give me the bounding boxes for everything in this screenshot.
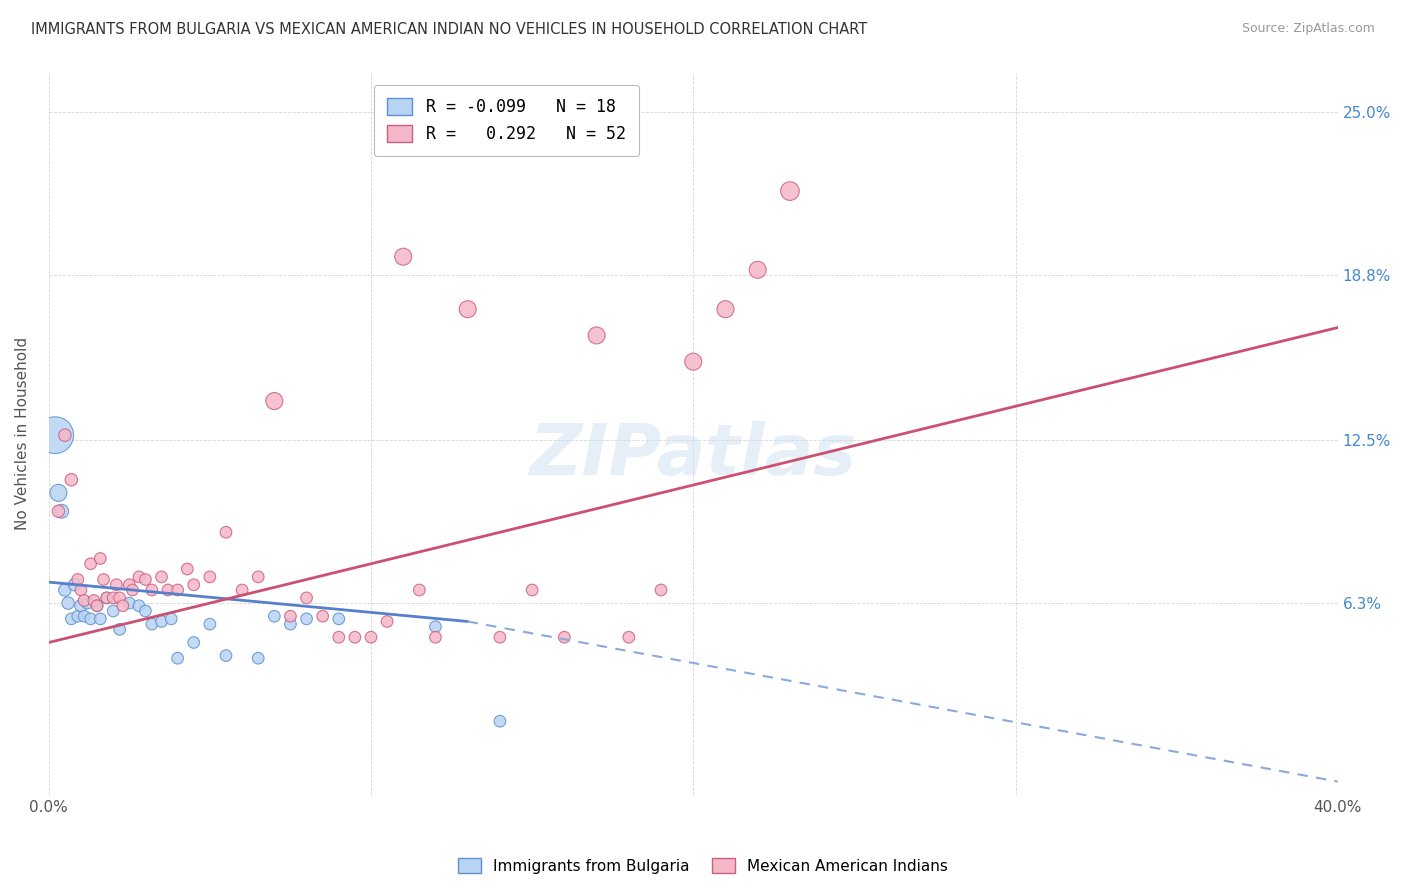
- Point: [103, 604, 125, 618]
- Point: [51, 504, 73, 518]
- Point: [247, 570, 270, 584]
- Point: [105, 578, 128, 592]
- Legend: Immigrants from Bulgaria, Mexican American Indians: Immigrants from Bulgaria, Mexican Americ…: [451, 852, 955, 880]
- Point: [215, 525, 238, 540]
- Point: [96, 591, 118, 605]
- Point: [156, 582, 179, 597]
- Point: [63, 578, 86, 592]
- Point: [48, 486, 70, 500]
- Point: [66, 573, 89, 587]
- Point: [86, 599, 108, 613]
- Point: [682, 354, 704, 368]
- Point: [134, 573, 156, 587]
- Point: [76, 596, 98, 610]
- Point: [48, 504, 70, 518]
- Point: [66, 609, 89, 624]
- Point: [128, 599, 150, 613]
- Point: [215, 648, 238, 663]
- Point: [53, 428, 76, 442]
- Point: [60, 612, 83, 626]
- Legend: R = -0.099   N = 18, R =   0.292   N = 52: R = -0.099 N = 18, R = 0.292 N = 52: [374, 85, 638, 156]
- Point: [118, 578, 141, 592]
- Point: [553, 630, 575, 644]
- Point: [280, 609, 302, 624]
- Point: [79, 557, 101, 571]
- Point: [60, 473, 83, 487]
- Point: [617, 630, 640, 644]
- Point: [489, 714, 512, 729]
- Point: [118, 596, 141, 610]
- Point: [150, 570, 173, 584]
- Point: [247, 651, 270, 665]
- Point: [779, 184, 801, 198]
- Point: [166, 651, 188, 665]
- Point: [56, 596, 79, 610]
- Point: [89, 551, 111, 566]
- Point: [73, 593, 96, 607]
- Point: [73, 609, 96, 624]
- Point: [183, 635, 205, 649]
- Point: [520, 582, 543, 597]
- Point: [425, 620, 447, 634]
- Point: [489, 630, 512, 644]
- Point: [198, 570, 221, 584]
- Point: [392, 250, 415, 264]
- Point: [141, 582, 163, 597]
- Point: [70, 599, 93, 613]
- Point: [103, 591, 125, 605]
- Point: [198, 617, 221, 632]
- Point: [176, 562, 198, 576]
- Point: [83, 593, 105, 607]
- Point: [160, 612, 183, 626]
- Point: [134, 604, 156, 618]
- Point: [121, 582, 143, 597]
- Point: [408, 582, 430, 597]
- Point: [311, 609, 333, 624]
- Point: [166, 582, 188, 597]
- Point: [141, 617, 163, 632]
- Point: [650, 582, 672, 597]
- Point: [585, 328, 607, 343]
- Point: [263, 609, 285, 624]
- Point: [86, 599, 108, 613]
- Point: [295, 591, 318, 605]
- Point: [714, 302, 737, 317]
- Point: [53, 582, 76, 597]
- Text: ZIPatlas: ZIPatlas: [530, 421, 856, 490]
- Text: Source: ZipAtlas.com: Source: ZipAtlas.com: [1241, 22, 1375, 36]
- Point: [457, 302, 479, 317]
- Point: [343, 630, 366, 644]
- Point: [89, 612, 111, 626]
- Point: [425, 630, 447, 644]
- Point: [747, 262, 769, 277]
- Point: [263, 394, 285, 409]
- Point: [328, 612, 350, 626]
- Point: [93, 573, 115, 587]
- Text: IMMIGRANTS FROM BULGARIA VS MEXICAN AMERICAN INDIAN NO VEHICLES IN HOUSEHOLD COR: IMMIGRANTS FROM BULGARIA VS MEXICAN AMER…: [31, 22, 868, 37]
- Point: [79, 612, 101, 626]
- Point: [108, 591, 131, 605]
- Point: [328, 630, 350, 644]
- Point: [183, 578, 205, 592]
- Point: [44, 428, 66, 442]
- Point: [280, 617, 302, 632]
- Point: [360, 630, 382, 644]
- Point: [295, 612, 318, 626]
- Point: [70, 582, 93, 597]
- Point: [108, 623, 131, 637]
- Point: [150, 615, 173, 629]
- Point: [231, 582, 253, 597]
- Point: [128, 570, 150, 584]
- Point: [96, 591, 118, 605]
- Point: [375, 615, 398, 629]
- Y-axis label: No Vehicles in Household: No Vehicles in Household: [15, 337, 30, 531]
- Point: [111, 599, 134, 613]
